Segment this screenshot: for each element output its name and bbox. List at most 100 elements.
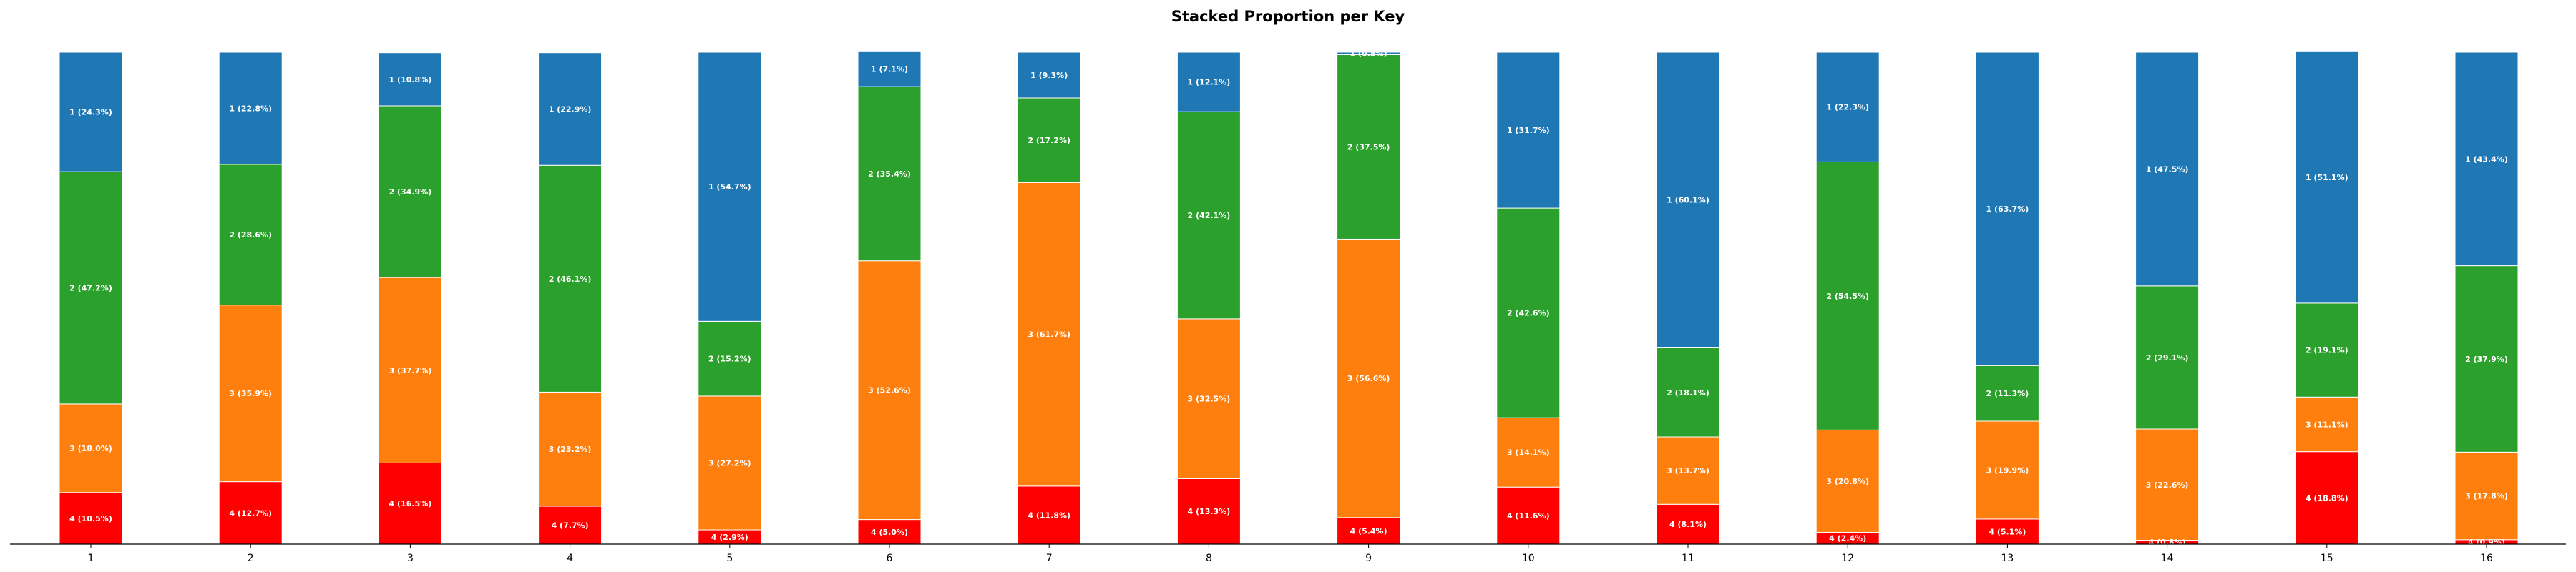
segment-label-series-4-key-10: 4 (11.6%) xyxy=(1507,511,1550,521)
segment-label-series-2-key-14: 2 (29.1%) xyxy=(2146,353,2189,363)
segment-label-series-3-key-2: 3 (35.9%) xyxy=(229,389,272,398)
segment-label-series-1-key-9: 1 (0.5%) xyxy=(1350,49,1387,59)
bar-segment-series-1-key-1 xyxy=(59,51,123,172)
segment-label-series-3-key-12: 3 (20.8%) xyxy=(1826,477,1869,486)
segment-label-series-1-key-14: 1 (47.5%) xyxy=(2146,164,2189,174)
segment-label-series-3-key-1: 3 (18.0%) xyxy=(69,444,112,453)
segment-label-series-4-key-12: 4 (2.4%) xyxy=(1829,534,1866,543)
x-tick-label-11: 11 xyxy=(1682,553,1694,564)
segment-label-series-3-key-14: 3 (22.6%) xyxy=(2146,480,2189,490)
bar-segment-series-1-key-15 xyxy=(2295,51,2359,304)
segment-label-series-4-key-6: 4 (5.0%) xyxy=(871,528,908,537)
bar-segment-series-1-key-8 xyxy=(1176,51,1241,112)
segment-label-series-1-key-3: 1 (10.8%) xyxy=(389,75,432,84)
segment-label-series-2-key-3: 2 (34.9%) xyxy=(389,187,432,197)
bar-segment-series-2-key-6 xyxy=(857,86,922,262)
segment-label-series-2-key-11: 2 (18.1%) xyxy=(1667,388,1709,398)
bar-segment-series-3-key-16 xyxy=(2454,451,2519,541)
bar-segment-series-3-key-13 xyxy=(1975,420,2039,520)
x-tick-label-7: 7 xyxy=(1046,553,1053,564)
bar-segment-series-2-key-10 xyxy=(1496,207,1561,418)
bar-segment-series-2-key-13 xyxy=(1975,365,2039,422)
bar-segment-series-3-key-3 xyxy=(378,277,442,463)
segment-label-series-1-key-16: 1 (43.4%) xyxy=(2465,154,2508,164)
bar-segment-series-2-key-14 xyxy=(2135,285,2200,430)
segment-label-series-4-key-2: 4 (12.7%) xyxy=(229,508,272,518)
segment-label-series-4-key-14: 4 (0.8%) xyxy=(2149,538,2186,547)
segment-label-series-2-key-4: 2 (46.1%) xyxy=(549,275,592,284)
segment-label-series-2-key-1: 2 (47.2%) xyxy=(69,284,112,293)
x-tick-label-2: 2 xyxy=(248,553,254,564)
bar-segment-series-1-key-12 xyxy=(1815,51,1880,162)
segment-label-series-1-key-15: 1 (51.1%) xyxy=(2306,173,2348,182)
bar-segment-series-1-key-2 xyxy=(218,51,283,165)
bar-segment-series-1-key-7 xyxy=(1017,51,1081,99)
segment-label-series-2-key-12: 2 (54.5%) xyxy=(1826,292,1869,301)
bar-segment-series-2-key-9 xyxy=(1337,54,1401,240)
segment-label-series-4-key-8: 4 (13.3%) xyxy=(1188,507,1231,516)
x-tick-label-16: 16 xyxy=(2480,553,2493,564)
x-axis-ticks: 1 2 3 4 5 6 7 8 9 10 11 12 13 14 15 16 xyxy=(88,544,2493,564)
segment-label-series-1-key-4: 1 (22.9%) xyxy=(549,104,592,114)
bar-segment-series-1-key-13 xyxy=(1975,51,2039,366)
bar-segment-series-4-key-9 xyxy=(1337,517,1401,545)
bar-segment-series-2-key-15 xyxy=(2295,302,2359,398)
segment-label-series-3-key-15: 3 (11.1%) xyxy=(2306,420,2348,429)
bar-segment-series-1-key-9 xyxy=(1337,51,1401,55)
bar-segment-series-4-key-13 xyxy=(1975,518,2039,545)
bar-segment-series-1-key-6 xyxy=(857,51,922,87)
bar-segment-series-4-key-2 xyxy=(218,481,283,545)
segment-label-series-3-key-7: 3 (61.7%) xyxy=(1028,330,1070,340)
segment-label-series-3-key-11: 3 (13.7%) xyxy=(1667,466,1709,475)
segment-label-series-4-key-11: 4 (8.1%) xyxy=(1669,520,1707,529)
bar-segment-series-3-key-12 xyxy=(1815,429,1880,533)
segment-labels-layer: 4 (10.5%) 3 (18.0%) 2 (47.2%) 1 (24.3%) 4 (1… xyxy=(69,49,2508,548)
segment-label-series-4-key-9: 4 (5.4%) xyxy=(1350,526,1387,536)
x-tick-label-15: 15 xyxy=(2321,553,2333,564)
bar-segment-series-1-key-3 xyxy=(378,52,442,107)
segment-label-series-4-key-5: 4 (2.9%) xyxy=(711,533,748,542)
segment-label-series-2-key-5: 2 (15.2%) xyxy=(708,355,751,364)
segment-label-series-4-key-7: 4 (11.8%) xyxy=(1028,511,1070,520)
bar-segment-series-4-key-11 xyxy=(1656,503,1720,545)
x-tick-label-1: 1 xyxy=(88,553,94,564)
x-tick-label-6: 6 xyxy=(887,553,893,564)
x-tick-label-12: 12 xyxy=(1841,553,1854,564)
x-tick-label-3: 3 xyxy=(407,553,414,564)
bar-segment-series-3-key-5 xyxy=(698,395,762,531)
bar-segment-series-1-key-4 xyxy=(538,52,602,166)
bar-segment-series-2-key-2 xyxy=(218,164,283,306)
bar-segment-series-3-key-7 xyxy=(1017,182,1081,487)
segment-label-series-1-key-5: 1 (54.7%) xyxy=(708,182,751,192)
chart-title: Stacked Proportion per Key xyxy=(1171,8,1405,25)
segment-label-series-2-key-8: 2 (42.1%) xyxy=(1188,211,1231,220)
bar-segment-series-2-key-5 xyxy=(698,320,762,397)
bars-layer xyxy=(59,51,2519,545)
segment-label-series-3-key-6: 3 (52.6%) xyxy=(868,386,911,395)
segment-label-series-1-key-12: 1 (22.3%) xyxy=(1826,103,1869,112)
segment-label-series-3-key-8: 3 (32.5%) xyxy=(1188,395,1231,404)
bar-segment-series-3-key-2 xyxy=(218,305,283,483)
segment-label-series-1-key-8: 1 (12.1%) xyxy=(1188,78,1231,87)
bar-segment-series-2-key-4 xyxy=(538,164,602,393)
bar-segment-series-4-key-7 xyxy=(1017,485,1081,545)
bar-segment-series-2-key-7 xyxy=(1017,97,1081,183)
segment-label-series-3-key-4: 3 (23.2%) xyxy=(549,445,592,454)
bar-segment-series-2-key-11 xyxy=(1656,347,1720,438)
segment-label-series-4-key-16: 4 (0.9%) xyxy=(2468,538,2505,547)
segment-label-series-2-key-6: 2 (35.4%) xyxy=(868,169,911,179)
segment-label-series-4-key-15: 4 (18.8%) xyxy=(2306,493,2348,503)
segment-label-series-1-key-7: 1 (9.3%) xyxy=(1030,71,1068,80)
bar-segment-series-4-key-1 xyxy=(59,492,123,545)
bar-segment-series-4-key-10 xyxy=(1496,486,1561,545)
x-tick-label-13: 13 xyxy=(2001,553,2014,564)
bar-segment-series-1-key-5 xyxy=(698,51,762,322)
x-tick-label-8: 8 xyxy=(1206,553,1212,564)
segment-label-series-1-key-6: 1 (7.1%) xyxy=(871,65,908,74)
bar-segment-series-4-key-15 xyxy=(2295,451,2359,545)
bar-segment-series-1-key-14 xyxy=(2135,51,2200,287)
bar-segment-series-3-key-14 xyxy=(2135,428,2200,541)
x-tick-label-9: 9 xyxy=(1365,553,1372,564)
segment-label-series-2-key-2: 2 (28.6%) xyxy=(229,230,272,240)
